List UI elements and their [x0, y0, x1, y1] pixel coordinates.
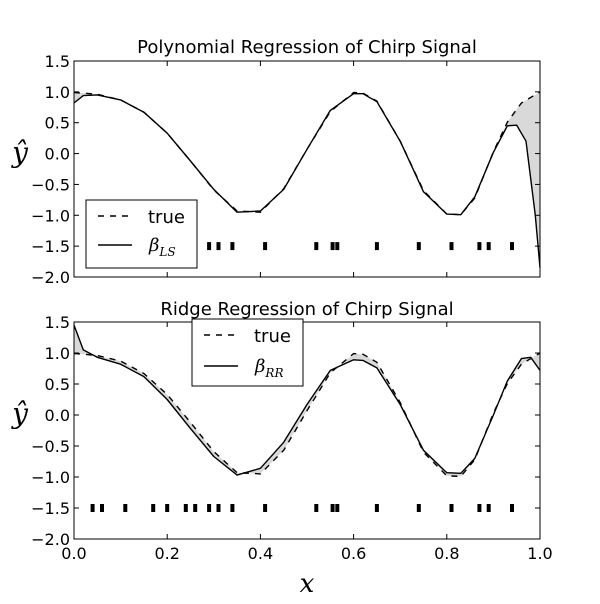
x-axis-label: x	[300, 569, 315, 599]
bottom-xtick-label: 0.8	[434, 544, 459, 563]
top-legend: true βLS	[85, 199, 198, 269]
bottom-sample-marker	[100, 504, 104, 512]
bottom-sample-marker	[486, 504, 491, 512]
top-legend-true-label: true	[148, 207, 185, 228]
top-legend-beta-subscript: LS	[158, 245, 175, 259]
bottom-legend-box	[191, 318, 304, 387]
top-ytick-label: −2.0	[31, 268, 70, 287]
bottom-xtick-label: 0.4	[248, 544, 273, 563]
top-sample-marker	[374, 242, 379, 251]
top-yticks: 1.5 1.0 0.5 0.0 −0.5 −1.0 −1.5 −2.0	[31, 52, 540, 287]
bottom-panel: Ridge Regression of Chirp Signal 1.51.00…	[10, 299, 553, 563]
top-ytick-label: −0.5	[31, 175, 70, 194]
bottom-ytick-label: −1.0	[31, 468, 70, 487]
bottom-sample-marker	[374, 504, 379, 512]
bottom-sample-marker	[183, 504, 188, 512]
bottom-ytick-label: 1.5	[45, 313, 70, 332]
bottom-legend-beta-label: βRR	[254, 356, 283, 380]
bottom-xticks: 0.0 0.2 0.4 0.6 0.8 1.0	[61, 322, 553, 563]
top-sample-marker	[330, 242, 335, 251]
top-ylabel: ŷ	[10, 136, 29, 169]
top-ytick-label: 0.5	[45, 114, 70, 133]
bottom-ytick-label: −2.0	[31, 530, 70, 549]
top-sample-marker	[486, 242, 491, 251]
bottom-sample-marker	[330, 504, 335, 512]
bottom-legend-beta-symbol: β	[254, 356, 265, 377]
top-legend-beta-label: βLS	[148, 235, 176, 259]
top-sample-marker	[416, 242, 421, 251]
top-panel: Polynomial Regression of Chirp Signal 1.…	[10, 37, 541, 287]
top-sample-marker	[510, 242, 514, 251]
bottom-sample-marker	[263, 504, 268, 512]
top-lines	[73, 91, 541, 268]
bottom-sample-marker	[416, 504, 421, 512]
top-sample-marker	[216, 242, 221, 251]
bottom-sample-marker	[165, 504, 170, 512]
bottom-sample-marker	[123, 504, 128, 512]
bottom-sample-marker	[449, 504, 454, 512]
bottom-ytick-label: 0.5	[45, 375, 70, 394]
bottom-series-true-line	[73, 352, 541, 478]
bottom-yticks: 1.5 1.0 0.5 0.0 −0.5 −1.0 −1.5 −2.0	[31, 313, 540, 549]
bottom-ylabel: ŷ	[10, 397, 29, 430]
bottom-sample-marker	[510, 504, 514, 512]
top-sample-marker	[477, 242, 482, 251]
bottom-xtick-label: 0.0	[61, 544, 86, 563]
bottom-xtick-label: 0.2	[154, 544, 179, 563]
bottom-ytick-label: 0.0	[45, 406, 70, 425]
top-ytick-label: −1.5	[31, 237, 70, 256]
top-ytick-label: 1.5	[45, 52, 70, 71]
top-ytick-label: 1.0	[45, 83, 70, 102]
top-sample-marker	[230, 242, 235, 251]
top-axes-frame	[73, 60, 541, 278]
top-xticks	[73, 61, 541, 277]
bottom-markers	[90, 504, 514, 512]
bottom-sample-marker	[216, 504, 221, 512]
bottom-series-fit-line	[73, 324, 541, 476]
bottom-sample-marker	[193, 504, 198, 512]
bottom-xtick-label: 0.6	[341, 544, 366, 563]
top-series-fit-line	[73, 92, 541, 268]
top-ytick-label: 0.0	[45, 145, 70, 164]
bottom-sample-marker	[90, 504, 95, 512]
top-sample-marker	[314, 242, 319, 251]
bottom-ytick-label: 1.0	[45, 344, 70, 363]
bottom-legend-true-label: true	[254, 326, 291, 347]
bottom-lines	[73, 324, 541, 478]
top-title: Polynomial Regression of Chirp Signal	[137, 37, 477, 58]
bottom-title: Ridge Regression of Chirp Signal	[160, 299, 453, 320]
top-sample-marker	[207, 242, 212, 251]
bottom-sample-marker	[314, 504, 319, 512]
bottom-axes-frame	[73, 321, 541, 540]
top-sample-marker	[335, 242, 340, 251]
bottom-legend-beta-subscript: RR	[264, 366, 283, 380]
bottom-sample-marker	[230, 504, 235, 512]
bottom-ytick-label: −1.5	[31, 499, 70, 518]
top-legend-box	[85, 199, 198, 269]
bottom-sample-marker	[477, 504, 482, 512]
bottom-sample-marker	[207, 504, 212, 512]
top-sample-marker	[449, 242, 454, 251]
bottom-legend: true βRR	[191, 318, 304, 387]
top-sample-marker	[263, 242, 268, 251]
bottom-xtick-label: 1.0	[527, 544, 552, 563]
top-ytick-label: −1.0	[31, 206, 70, 225]
bottom-ytick-label: −0.5	[31, 437, 70, 456]
bottom-sample-marker	[335, 504, 340, 512]
bottom-sample-marker	[151, 504, 156, 512]
top-legend-beta-symbol: β	[148, 235, 159, 256]
